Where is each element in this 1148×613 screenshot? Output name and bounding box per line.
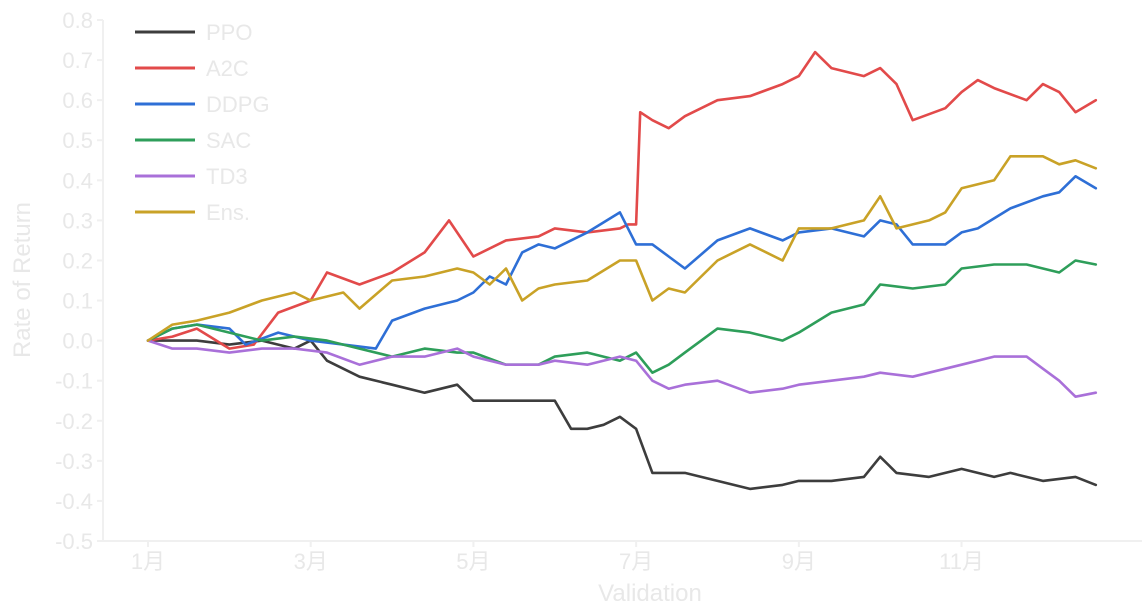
- y-tick-label: 0.8: [62, 8, 93, 33]
- x-tick-label: 3月: [294, 549, 328, 574]
- x-axis-title: Validation: [598, 580, 702, 607]
- legend-label: TD3: [206, 164, 248, 189]
- x-tick-label: 5月: [456, 549, 490, 574]
- legend-label: DDPG: [206, 92, 270, 117]
- axes: [102, 20, 1142, 542]
- series-line-td3: [146, 339, 1098, 398]
- x-axis-ticks: 1月 3月 5月 7月 9月 11月: [131, 541, 984, 574]
- series-line-ens: [146, 155, 1098, 342]
- legend-label: Ens.: [206, 200, 250, 225]
- series-line-a2c: [146, 50, 1098, 350]
- x-tick-label: 9月: [782, 549, 816, 574]
- y-tick-label: 0.7: [62, 48, 93, 73]
- y-tick-label: 0.2: [62, 248, 93, 273]
- y-tick-label: 0.0: [62, 329, 93, 354]
- series-line-sac: [146, 259, 1098, 374]
- x-tick-label: 1月: [131, 549, 165, 574]
- y-tick-label: 0.6: [62, 88, 93, 113]
- y-tick-label: 0.4: [62, 168, 93, 193]
- y-axis-title: Rate of Return: [9, 202, 36, 358]
- x-tick-label: 11月: [939, 549, 984, 574]
- legend-label: SAC: [206, 128, 251, 153]
- x-tick-label: 7月: [619, 549, 653, 574]
- legend-label: PPO: [206, 20, 252, 45]
- series-line-ppo: [146, 339, 1098, 491]
- y-tick-label: -0.5: [55, 529, 93, 554]
- legend: PPO A2C DDPG SAC TD3 Ens.: [135, 20, 270, 225]
- y-tick-label: -0.2: [55, 409, 93, 434]
- y-tick-label: 0.3: [62, 208, 93, 233]
- y-tick-label: 0.5: [62, 128, 93, 153]
- y-axis-ticks: -0.5 -0.4 -0.3 -0.2 -0.1 0.0 0.1 0.2 0.3 0.4 0.5 0.…: [55, 8, 103, 554]
- legend-label: A2C: [206, 56, 249, 81]
- y-tick-label: -0.4: [55, 489, 93, 514]
- y-tick-label: -0.1: [55, 369, 93, 394]
- y-tick-label: -0.3: [55, 449, 93, 474]
- y-tick-label: 0.1: [62, 289, 93, 314]
- series-lines: [146, 50, 1098, 491]
